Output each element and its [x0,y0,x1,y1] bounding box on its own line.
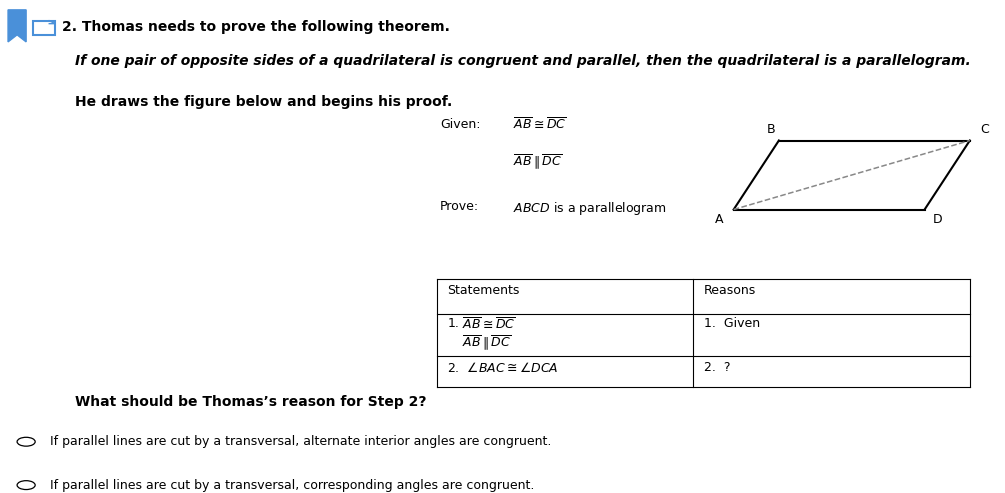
Text: He draws the figure below and begins his proof.: He draws the figure below and begins his… [75,95,452,108]
Text: $\overline{AB} \cong \overline{DC}$: $\overline{AB} \cong \overline{DC}$ [513,116,566,132]
Text: 2.  ?: 2. ? [704,361,730,374]
Text: B: B [767,123,775,136]
FancyBboxPatch shape [33,21,55,35]
Text: 1.  Given: 1. Given [704,317,760,329]
Text: What should be Thomas’s reason for Step 2?: What should be Thomas’s reason for Step … [75,395,427,409]
Text: A: A [716,213,724,226]
Text: If parallel lines are cut by a transversal, alternate interior angles are congru: If parallel lines are cut by a transvers… [50,435,552,448]
Polygon shape [8,10,26,42]
Text: C: C [980,123,989,136]
Text: Given:: Given: [440,118,480,131]
Text: 2. Thomas needs to prove the following theorem.: 2. Thomas needs to prove the following t… [62,20,450,34]
Text: Prove:: Prove: [440,200,479,212]
Text: Statements: Statements [447,284,520,297]
Text: $\overline{AB} \parallel \overline{DC}$: $\overline{AB} \parallel \overline{DC}$ [462,334,512,352]
Text: $\overline{AB} \parallel \overline{DC}$: $\overline{AB} \parallel \overline{DC}$ [513,152,562,171]
Text: $\mathit{ABCD}$ is a parallelogram: $\mathit{ABCD}$ is a parallelogram [513,200,666,216]
Text: $\overline{AB} \cong \overline{DC}$: $\overline{AB} \cong \overline{DC}$ [462,317,516,332]
Text: 1.: 1. [447,317,459,329]
Text: If one pair of opposite sides of a quadrilateral is congruent and parallel, then: If one pair of opposite sides of a quadr… [75,54,971,68]
Text: Reasons: Reasons [704,284,756,297]
Text: D: D [933,213,943,226]
Text: If parallel lines are cut by a transversal, corresponding angles are congruent.: If parallel lines are cut by a transvers… [50,479,535,492]
Text: 2.  $\angle BAC \cong \angle DCA$: 2. $\angle BAC \cong \angle DCA$ [447,361,559,375]
